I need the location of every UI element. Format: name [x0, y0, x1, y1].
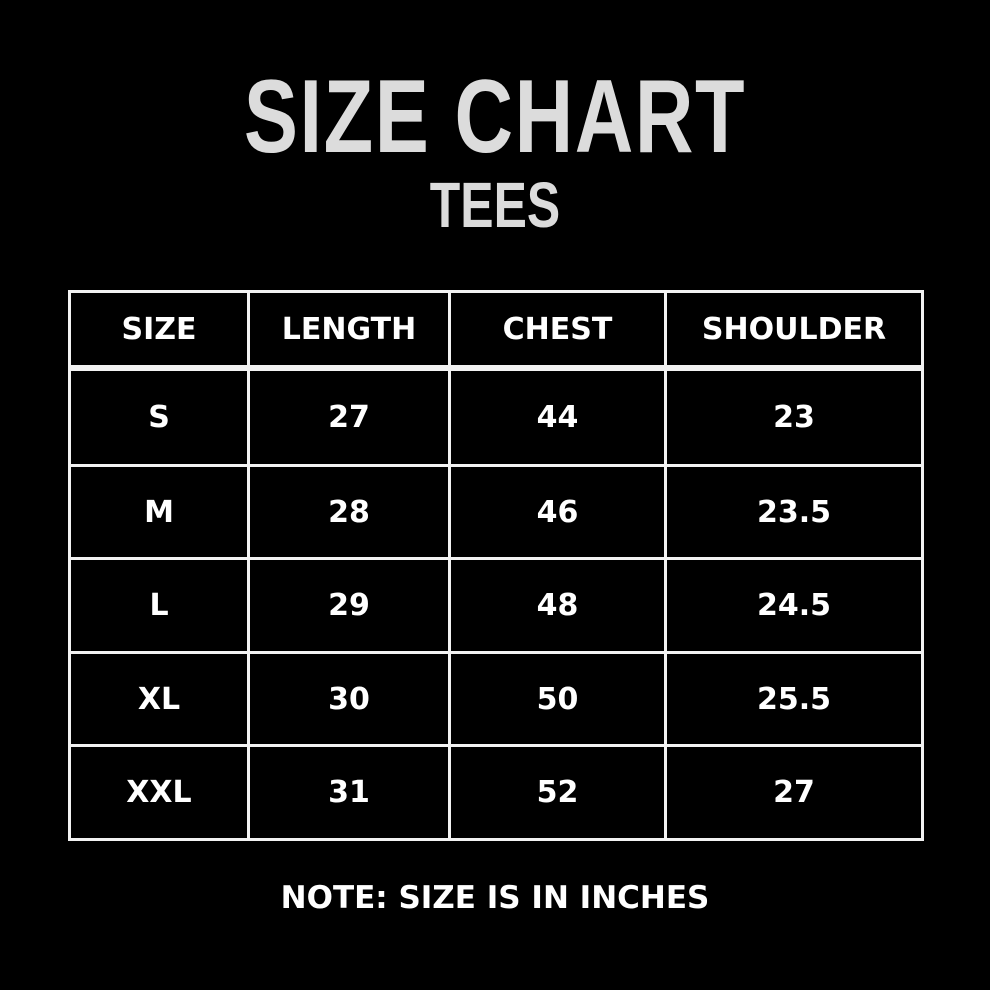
table-cell: 28 [247, 463, 451, 561]
page-subtitle: TEES [429, 169, 561, 241]
table-row: L 29 48 24.5 [68, 557, 924, 654]
column-header-length: LENGTH [247, 290, 451, 371]
table-cell: 23.5 [664, 463, 924, 561]
table-cell: 30 [247, 650, 451, 748]
table-row: M 28 46 23.5 [68, 463, 924, 561]
table-cell: 23 [664, 366, 924, 467]
table-cell: L [68, 557, 250, 654]
table-cell: 46 [448, 463, 667, 561]
table-cell: 31 [247, 744, 451, 841]
table-cell: 27 [664, 744, 924, 841]
table-row: S 27 44 23 [68, 366, 924, 467]
table-cell: 50 [448, 650, 667, 748]
table-cell: XL [68, 650, 250, 748]
column-header-chest: CHEST [448, 290, 667, 371]
table-row: XL 30 50 25.5 [68, 650, 924, 748]
table-cell: 52 [448, 744, 667, 841]
table-cell: 24.5 [664, 557, 924, 654]
table-cell: 27 [247, 366, 451, 467]
table-cell: 44 [448, 366, 667, 467]
page-title: SIZE CHART [243, 59, 747, 175]
column-header-size: SIZE [68, 290, 250, 371]
note: NOTE: SIZE IS IN INCHES [280, 880, 710, 916]
column-header-shoulder: SHOULDER [664, 290, 924, 371]
header-row: SIZE LENGTH CHEST SHOULDER [68, 290, 924, 371]
table-row: XXL 31 52 27 [68, 744, 924, 841]
table-cell: S [68, 366, 250, 467]
table-cell: M [68, 463, 250, 561]
table-cell: XXL [68, 744, 250, 841]
table-cell: 48 [448, 557, 667, 654]
size-table: SIZE LENGTH CHEST SHOULDER S 27 44 23 M 28 46 23.5… [68, 290, 924, 841]
table-cell: 25.5 [664, 650, 924, 748]
table-cell: 29 [247, 557, 451, 654]
